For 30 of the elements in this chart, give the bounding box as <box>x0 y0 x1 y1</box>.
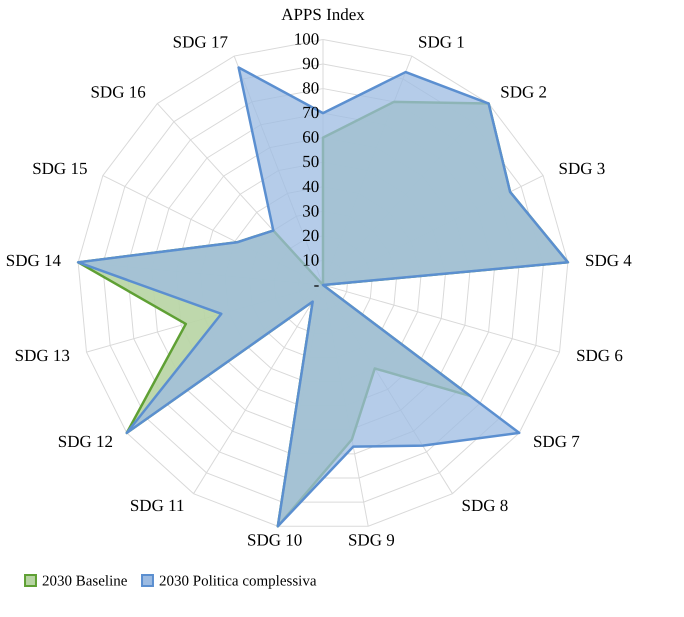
y-tick-label: 20 <box>302 226 320 245</box>
y-tick-label: - <box>314 274 320 294</box>
y-tick-label: 90 <box>302 54 320 74</box>
y-tick-label: 10 <box>302 250 320 270</box>
spoke-label: SDG 13 <box>14 346 70 366</box>
y-tick-label: 60 <box>302 128 320 147</box>
spoke-label: APPS Index <box>281 4 366 24</box>
y-tick-label: 30 <box>302 201 320 220</box>
y-tick-label: 40 <box>302 176 320 196</box>
spoke-label: SDG 9 <box>348 530 395 550</box>
spoke-label: SDG 12 <box>58 432 114 451</box>
spoke-label: SDG 10 <box>247 530 302 550</box>
y-tick-label: 70 <box>302 103 320 122</box>
spoke-label: SDG 17 <box>172 32 228 52</box>
spoke-label: SDG 15 <box>32 158 88 178</box>
spoke-label: SDG 2 <box>500 82 548 102</box>
spoke-label: SDG 11 <box>130 496 184 516</box>
spoke-label: SDG 14 <box>6 250 62 270</box>
spoke-label: SDG 8 <box>462 496 508 516</box>
y-tick-label: 100 <box>294 29 320 48</box>
spoke-label: SDG 7 <box>532 432 580 451</box>
spoke-label: SDG 6 <box>576 346 623 366</box>
spoke-label: SDG 4 <box>584 250 632 270</box>
spoke-label: SDG 3 <box>558 158 606 178</box>
spoke-label: SDG 16 <box>90 82 146 102</box>
spoke-label: SDG 1 <box>418 32 465 52</box>
legend-label: 2030 Baseline <box>42 574 128 590</box>
legend-label: 2030 Politica complessiva <box>159 574 317 590</box>
y-tick-label: 50 <box>302 152 320 172</box>
y-tick-label: 80 <box>302 78 320 98</box>
